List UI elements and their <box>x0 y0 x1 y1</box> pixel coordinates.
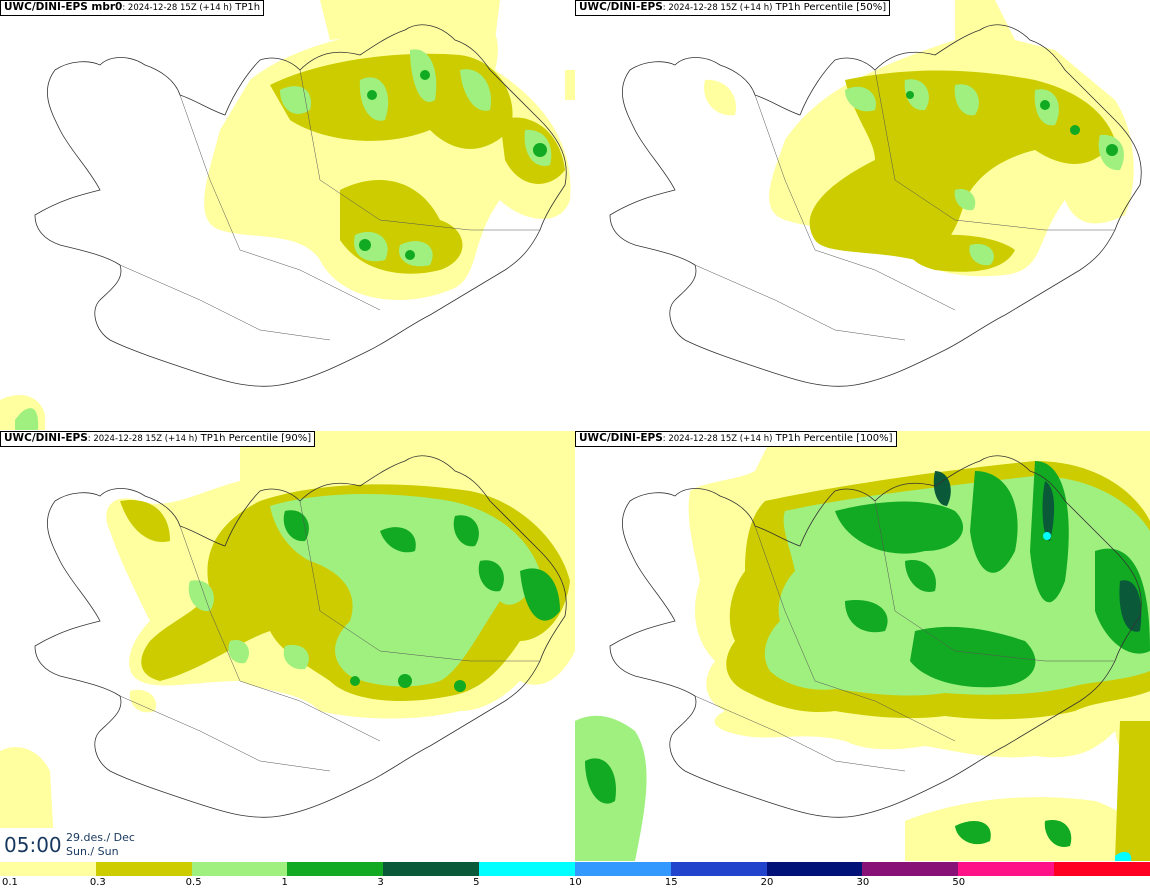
colorbar-segment <box>383 862 480 876</box>
colorbar-tick-label: 20 <box>760 877 774 888</box>
map-panel-mbr0: UWC/DINI-EPS mbr0: 2024-12-28 15Z (+14 h… <box>0 0 575 430</box>
precip-field <box>575 431 1150 861</box>
panel-title: UWC/DINI-EPS: 2024-12-28 15Z (+14 h) TP1… <box>575 0 891 16</box>
run-info: : 2024-12-28 15Z (+14 h) <box>662 434 773 444</box>
run-info: : 2024-12-28 15Z (+14 h) <box>122 3 233 13</box>
colorbar-segment <box>1054 862 1150 876</box>
colorbar-tick-label: 30 <box>856 877 870 888</box>
map-panel-p90: UWC/DINI-EPS: 2024-12-28 15Z (+14 h) TP1… <box>0 431 575 861</box>
valid-date: 29.des./ Dec Sun./ Sun <box>66 831 135 859</box>
colorbar-segment <box>95 862 192 876</box>
panel-title: UWC/DINI-EPS: 2024-12-28 15Z (+14 h) TP1… <box>0 431 316 447</box>
variable-name: TP1h Percentile [50%] <box>775 2 887 13</box>
precip-field <box>0 431 575 861</box>
valid-date-line1: 29.des./ Dec <box>66 831 135 844</box>
colorbar-tick-label: 3 <box>377 877 384 888</box>
region-borders <box>119 500 540 772</box>
colorbar-segment <box>574 862 671 876</box>
valid-time: 05:00 <box>4 833 62 857</box>
colorbar-ticks: 0.1 0.3 0.5 1 3 5 10 15 20 30 50 <box>0 876 1150 891</box>
colorbar-tick-label: 1 <box>281 877 288 888</box>
panel-title: UWC/DINI-EPS mbr0: 2024-12-28 15Z (+14 h… <box>0 0 265 16</box>
colorbar-segment <box>479 862 575 876</box>
colorbar-segment <box>670 862 767 876</box>
colorbar-tick-label: 50 <box>952 877 966 888</box>
colorbar-tick-label: 15 <box>664 877 678 888</box>
colorbar-tick-label: 0.3 <box>89 877 106 888</box>
precip-colorbar <box>0 862 1150 876</box>
colorbar-tick-label: 0.1 <box>2 877 18 888</box>
map-panel-p50: UWC/DINI-EPS: 2024-12-28 15Z (+14 h) TP1… <box>575 0 1150 430</box>
colorbar-segment <box>191 862 288 876</box>
precip-map <box>575 431 1150 861</box>
model-name: UWC/DINI-EPS <box>4 432 88 444</box>
iceland-coastline <box>34 455 567 818</box>
region-borders <box>694 69 1115 341</box>
colorbar-tick-label: 0.5 <box>185 877 202 888</box>
colorbar-segment <box>862 862 959 876</box>
iceland-coastline <box>609 455 1142 818</box>
region-borders <box>694 500 1115 772</box>
model-name: UWC/DINI-EPS <box>579 1 663 13</box>
variable-name: TP1h Percentile [90%] <box>200 433 312 444</box>
precip-field <box>0 0 575 430</box>
panel-title: UWC/DINI-EPS: 2024-12-28 15Z (+14 h) TP1… <box>575 431 897 447</box>
colorbar-segment <box>287 862 384 876</box>
valid-date-line2: Sun./ Sun <box>66 845 119 858</box>
run-info: : 2024-12-28 15Z (+14 h) <box>87 434 198 444</box>
colorbar-tick-label: 10 <box>569 877 582 888</box>
iceland-coastline <box>34 24 567 387</box>
precip-map <box>609 0 1142 387</box>
variable-name: TP1h Percentile [100%] <box>775 433 893 444</box>
map-panel-p100: UWC/DINI-EPS: 2024-12-28 15Z (+14 h) TP1… <box>575 431 1150 861</box>
precip-map <box>0 431 575 861</box>
model-name: UWC/DINI-EPS <box>579 432 663 444</box>
precip-field <box>704 0 1134 277</box>
region-borders <box>119 69 540 341</box>
iceland-coastline <box>609 24 1142 387</box>
precip-map <box>0 0 575 430</box>
colorbar-segment <box>958 862 1055 876</box>
variable-name: TP1h <box>235 2 261 13</box>
model-name: UWC/DINI-EPS mbr0 <box>4 1 123 13</box>
valid-time-box: 05:00 29.des./ Dec Sun./ Sun <box>0 828 138 862</box>
colorbar-segment <box>766 862 863 876</box>
colorbar-tick-label: 5 <box>473 877 480 888</box>
run-info: : 2024-12-28 15Z (+14 h) <box>662 3 773 13</box>
colorbar-segment <box>0 862 96 876</box>
